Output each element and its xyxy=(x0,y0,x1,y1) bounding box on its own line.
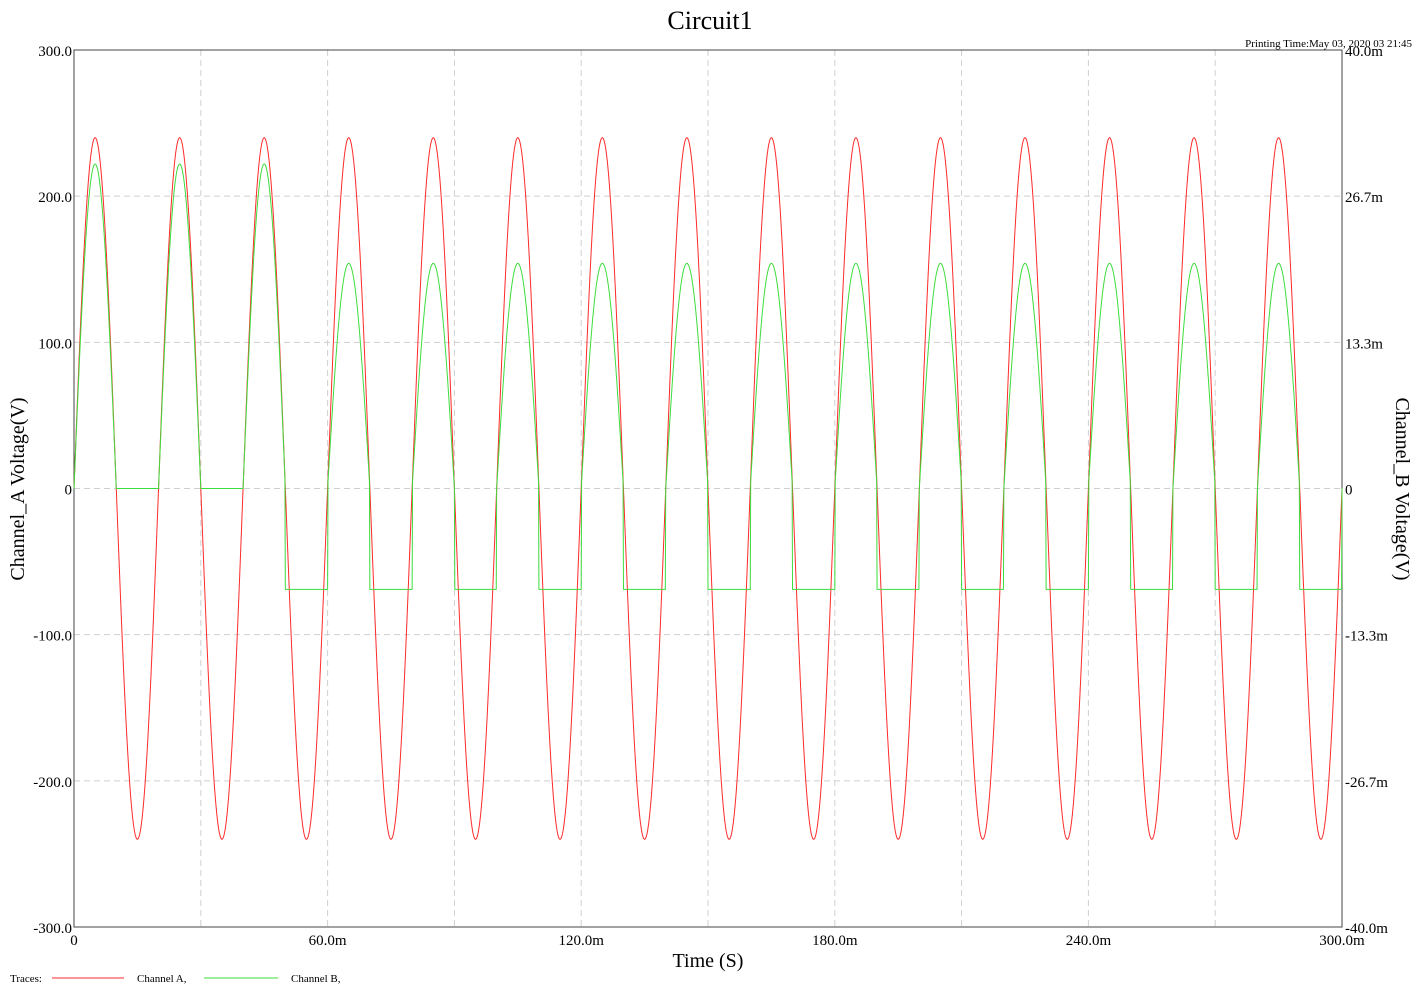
y-tick-label-left: 200.0 xyxy=(38,190,72,206)
x-tick-label: 60.0m xyxy=(309,933,347,949)
x-axis-label: Time (S) xyxy=(673,950,744,972)
y-axis-right-label: Channel_B Voltage(V) xyxy=(1391,397,1413,580)
x-tick-label: 180.0m xyxy=(812,933,858,949)
series-layer xyxy=(73,137,1343,840)
y-tick-label-left: 100.0 xyxy=(38,336,72,352)
y-tick-label-left: -100.0 xyxy=(33,629,72,645)
y-tick-label-right: 0 xyxy=(1345,483,1353,499)
y-tick-label-left: 300.0 xyxy=(38,44,72,60)
legend-entry-channel-a: Channel A, xyxy=(137,973,187,985)
legend-entry-channel-b: Channel B, xyxy=(291,973,341,985)
y-tick-label-right: 40.0m xyxy=(1345,44,1383,60)
y-tick-label-left: 0 xyxy=(65,483,73,499)
y-tick-label-right: 13.3m xyxy=(1345,337,1383,353)
y-axis-left-label: Channel_A Voltage(V) xyxy=(7,397,29,580)
y-tick-label-right: -40.0m xyxy=(1345,921,1388,937)
x-tick-label: 0 xyxy=(70,933,78,949)
x-tick-label: 240.0m xyxy=(1066,933,1112,949)
y-tick-label-right: -26.7m xyxy=(1345,775,1388,791)
ticks-layer: 0 60.0m 120.0m 180.0m 240.0m 300.0m 300.0 200.0… xyxy=(33,44,1388,949)
y-tick-label-right: 26.7m xyxy=(1345,190,1383,206)
chart-title: Circuit1 xyxy=(667,6,752,35)
y-tick-label-left: -200.0 xyxy=(33,775,72,791)
x-tick-label: 120.0m xyxy=(558,933,604,949)
series-channel-b xyxy=(73,163,1343,590)
legend-label: Traces: xyxy=(10,973,42,985)
x-tick-label: 300.0m xyxy=(1319,933,1365,949)
y-tick-label-left: -300.0 xyxy=(33,921,72,937)
printing-time: Printing Time:May 03, 2020 03 21:45 xyxy=(1245,38,1412,50)
legend: Traces: Channel A, Channel B, xyxy=(10,973,341,985)
y-tick-label-right: -13.3m xyxy=(1345,628,1388,644)
